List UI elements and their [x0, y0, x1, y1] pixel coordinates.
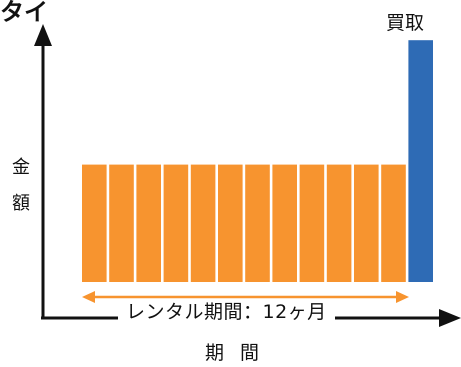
rental-bar-1: [82, 164, 107, 282]
rental-period-arrow-left-icon: [82, 291, 95, 303]
rental-bar-5: [190, 164, 216, 282]
rental-bar-10: [326, 164, 352, 282]
rental-bar-8: [272, 164, 297, 282]
rental-bar-3: [136, 164, 161, 282]
y-axis-arrow-icon: [34, 24, 52, 46]
rental-bar-4: [163, 164, 189, 282]
rental-bar-11: [354, 164, 379, 282]
rental-bar-6: [218, 164, 243, 282]
rental-period-label: レンタル期間：12ヶ月: [118, 303, 335, 322]
x-axis-arrow-icon: [439, 309, 461, 327]
buyout-bar: [408, 40, 433, 283]
rental-bar-7: [245, 164, 270, 282]
cut-off-heading-text: タイ: [0, 0, 48, 26]
y-axis-label: 金額: [12, 157, 30, 214]
rental-bar-12: [381, 164, 406, 282]
buyout-label: 買取: [386, 12, 425, 34]
rental-bar-9: [299, 164, 325, 282]
bars-group: [82, 40, 433, 283]
x-axis-label: 期間: [205, 342, 276, 364]
rental-bar-2: [109, 164, 134, 282]
rental-period-arrow-right-icon: [396, 291, 409, 303]
